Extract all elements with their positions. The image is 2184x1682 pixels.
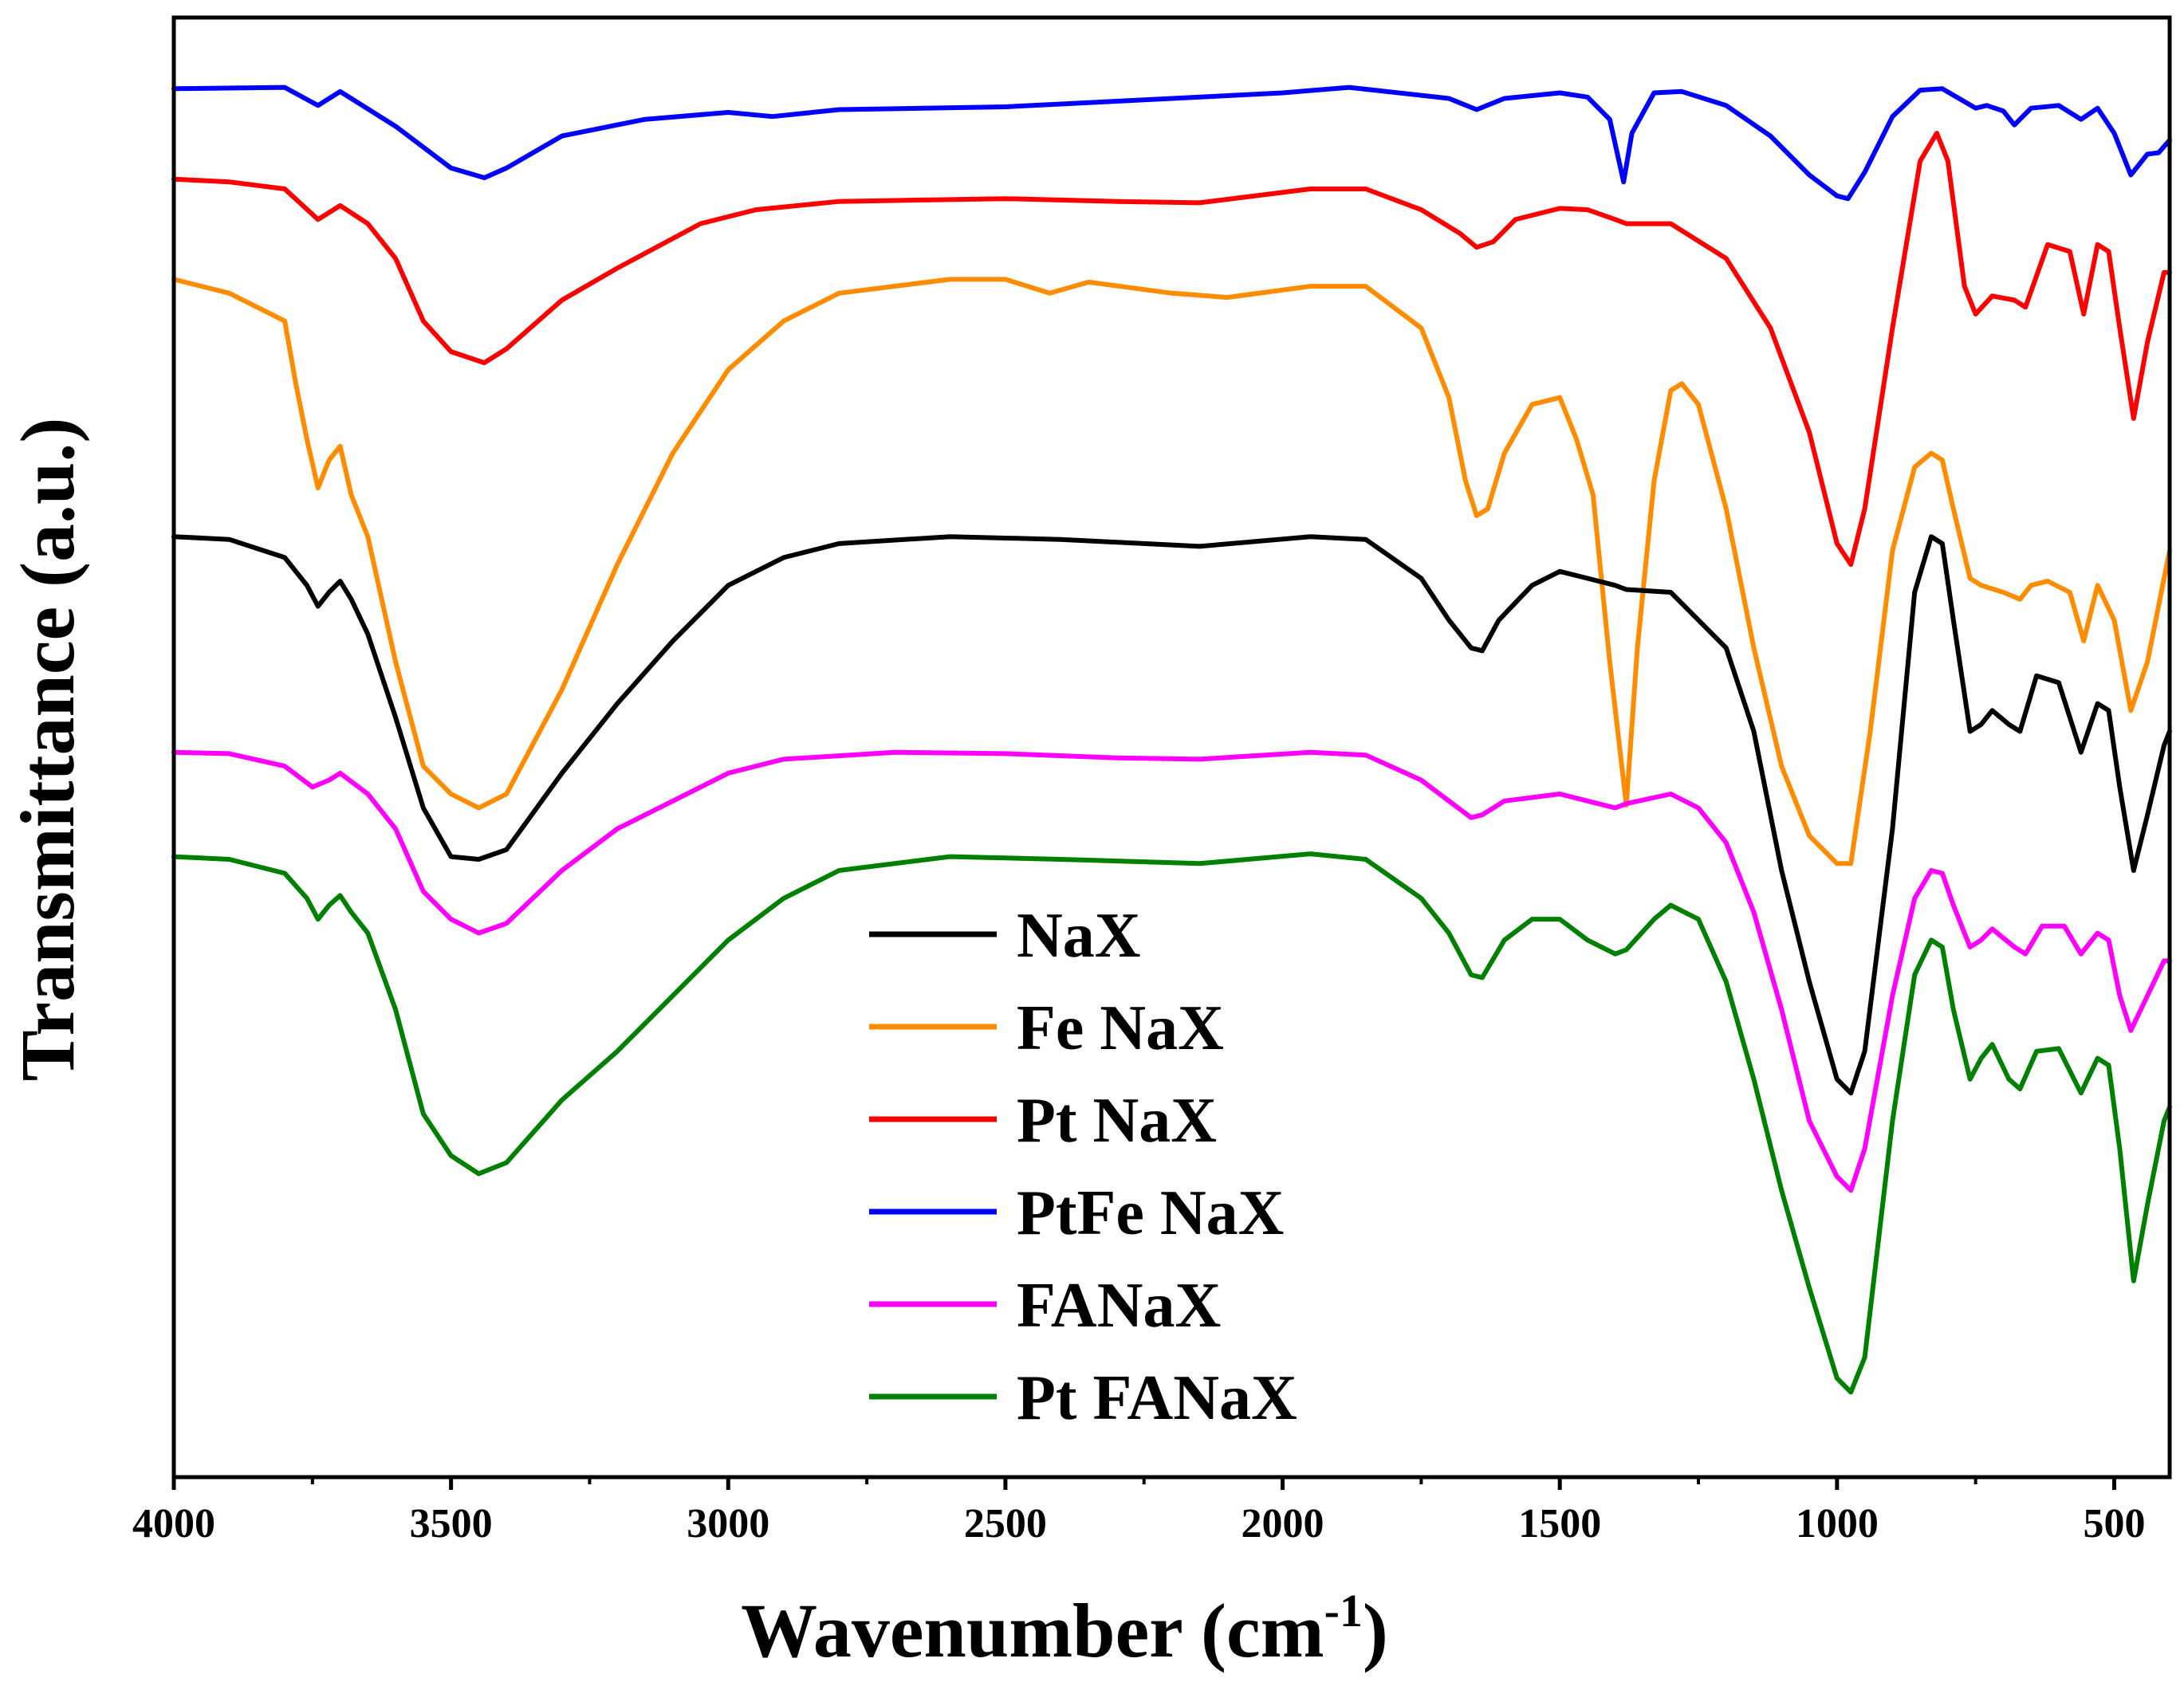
x-axis-title-superscript: -1 [1324,1585,1363,1637]
series-line-pt-nax [171,131,2172,568]
series-line-ptfe-nax [171,84,2172,202]
x-tick-label: 2500 [964,1501,1047,1546]
series-line-nax [171,534,2172,1096]
legend-label: PtFe NaX [1017,1178,1284,1248]
x-tick-label: 1000 [1796,1501,1879,1546]
legend-label: FANaX [1017,1271,1221,1341]
legend-label: Pt FANaX [1017,1363,1297,1433]
series-line-fanax [171,749,2172,1193]
x-axis-title-close: ) [1363,1588,1388,1673]
legend-label: Pt NaX [1017,1086,1217,1156]
x-tick-label: 2000 [1242,1501,1324,1546]
x-tick-label: 3500 [410,1501,493,1546]
plot-frame [171,15,2172,1480]
legend: NaX Fe NaX Pt NaX PtFe NaX FANaX Pt FANaX [869,901,1297,1433]
series-line-fe-nax [171,277,2172,867]
x-tick-label: 1500 [1518,1501,1601,1546]
x-tick-label: 3000 [687,1501,769,1546]
x-axis-ticks: 4000 3500 3000 2500 2000 1500 1000 500 [132,1477,2145,1546]
x-axis-title: Wavenumber (cm-1) [741,1585,1388,1673]
x-tick-label: 500 [2083,1501,2145,1546]
x-axis-title-text: Wavenumber (cm [741,1588,1324,1673]
y-axis-title: Transmittance (a.u.) [5,418,90,1082]
legend-label: NaX [1017,901,1141,971]
series-layer [171,84,2172,1395]
x-tick-label: 4000 [132,1501,215,1546]
legend-label: Fe NaX [1017,993,1224,1063]
series-line-pt-fanax [171,851,2172,1395]
